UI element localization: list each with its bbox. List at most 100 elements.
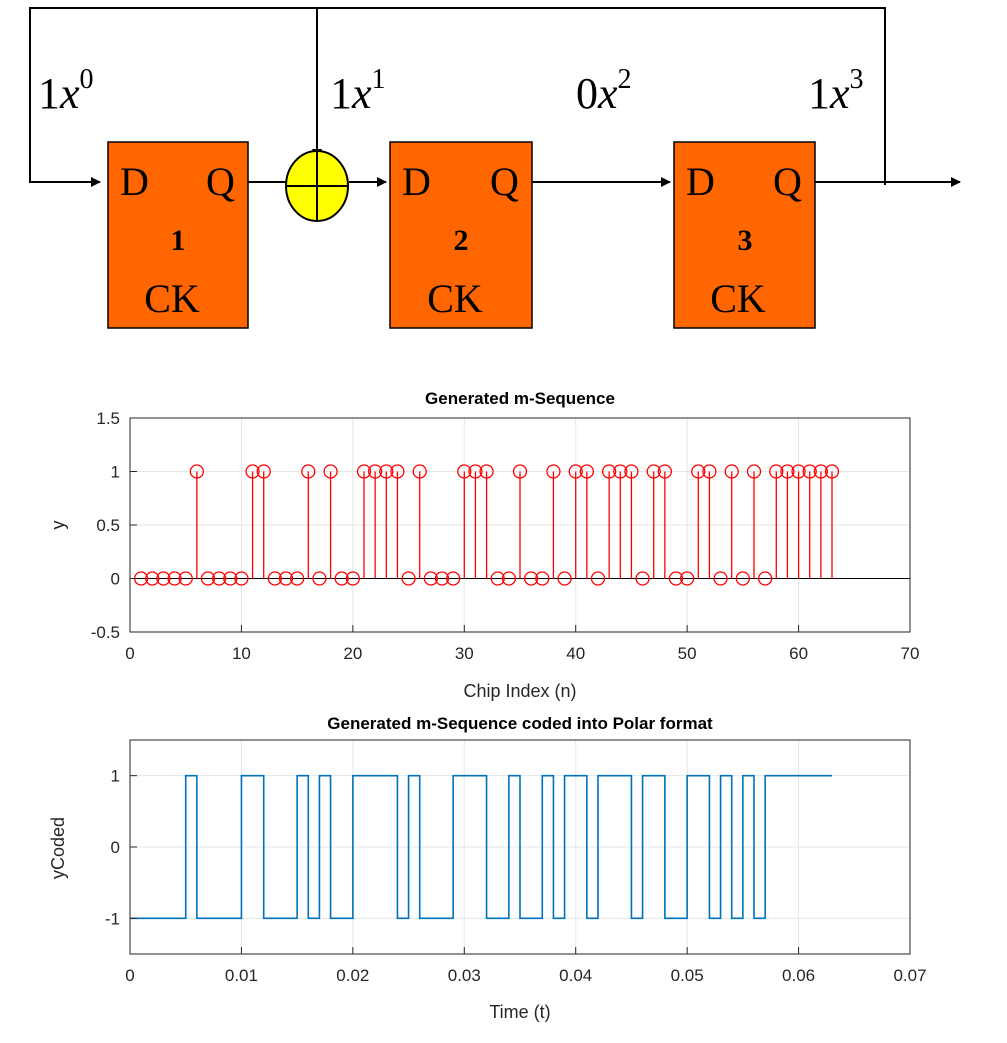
stem-marker	[367, 464, 383, 479]
y-tick-label: 0	[111, 838, 120, 857]
register-2-ck: CK	[427, 276, 483, 321]
chart1-title: Generated m-Sequence	[425, 389, 615, 408]
stem-marker	[679, 571, 695, 586]
stem-marker	[345, 571, 361, 586]
stem-marker	[267, 571, 283, 586]
stem-marker	[423, 571, 439, 586]
xor-adder	[285, 150, 349, 222]
chart1-ticks: 0 10 20 30 40 50 60 70 -0.5 0 0.5 1 1.5	[91, 409, 920, 663]
register-1-q: Q	[206, 159, 235, 204]
stem-marker	[445, 571, 461, 586]
chart2-ylabel: yCoded	[48, 817, 68, 879]
stem-marker	[590, 571, 606, 586]
stem-marker	[479, 464, 494, 479]
poly-label-x3: 1x3	[808, 64, 864, 118]
stem-marker	[724, 464, 739, 479]
register-3: D Q 3 CK	[673, 141, 816, 329]
poly-label-x0: 1x0	[38, 64, 94, 118]
stem-marker	[568, 464, 583, 479]
register-1-d: D	[120, 159, 149, 204]
y-tick-label: -1	[105, 909, 120, 928]
stem-marker	[234, 571, 249, 586]
stem-marker	[523, 571, 539, 586]
stem-marker	[334, 571, 349, 586]
x-tick-label: 30	[455, 644, 474, 663]
stem-marker	[278, 571, 294, 586]
stem-marker	[178, 571, 193, 586]
y-tick-label: 1	[111, 767, 120, 786]
chart2-xlabel: Time (t)	[489, 1002, 550, 1022]
stem-marker	[791, 464, 806, 479]
register-2-d: D	[402, 159, 431, 204]
register-3-d: D	[686, 159, 715, 204]
stem-marker	[145, 571, 160, 586]
x-tick-label: 0.03	[448, 966, 481, 985]
stem-marker	[735, 571, 751, 586]
stem-marker	[657, 464, 673, 479]
stem-marker	[490, 571, 505, 586]
stem-marker	[802, 464, 817, 479]
x-tick-label: 0	[125, 644, 134, 663]
stem-marker	[245, 464, 260, 479]
stem-marker	[289, 571, 305, 586]
poly-label-x2: 0x2	[576, 64, 632, 118]
stem-marker	[613, 464, 628, 479]
lfsr-diagram: D Q 1 CK D Q 2 CK D Q 3 CK 1x0 1x1 0x2	[29, 7, 961, 329]
stem-marker	[189, 464, 205, 479]
polar-coded-chart: Generated m-Sequence coded into Polar fo…	[48, 714, 927, 1022]
stem-marker	[824, 464, 840, 479]
stem-marker	[579, 464, 595, 479]
stem-marker	[691, 464, 706, 479]
stem-marker	[557, 571, 572, 586]
x-tick-label: 10	[232, 644, 251, 663]
register-2-q: Q	[490, 159, 519, 204]
stem-marker	[512, 464, 528, 479]
register-1-index: 1	[171, 224, 186, 257]
x-tick-label: 0.04	[559, 966, 592, 985]
x-tick-label: 0	[125, 966, 134, 985]
stem-marker	[200, 571, 216, 586]
stem-marker	[356, 464, 372, 479]
x-tick-label: 50	[678, 644, 697, 663]
stem-marker	[312, 571, 327, 586]
register-3-index: 3	[738, 224, 753, 257]
m-sequence-stem-chart: Generated m-Sequence 0 10 20 30 40 50 60 70-0.5…	[48, 389, 919, 701]
stem-marker	[546, 464, 561, 479]
stem-marker	[813, 464, 829, 479]
x-tick-label: 60	[789, 644, 808, 663]
y-tick-label: 0	[111, 570, 120, 589]
register-1-ck: CK	[144, 276, 200, 321]
stem-marker	[780, 464, 795, 479]
register-3-q: Q	[773, 159, 802, 204]
stem-marker	[646, 464, 661, 479]
x-tick-label: 0.07	[893, 966, 926, 985]
stem-marker	[535, 571, 550, 586]
stem-marker	[468, 464, 483, 479]
stem-marker	[746, 464, 762, 479]
stem-marker	[501, 571, 517, 586]
y-tick-label: 1.5	[96, 409, 120, 428]
stem-marker	[156, 571, 171, 586]
feedback-wire	[29, 7, 886, 187]
chart2-title: Generated m-Sequence coded into Polar fo…	[327, 714, 713, 733]
chart2-ticks: 0 0.01 0.02 0.03 0.04 0.05 0.06 0.07 -1 0 1	[105, 767, 927, 985]
x-tick-label: 0.05	[671, 966, 704, 985]
x-tick-label: 40	[566, 644, 585, 663]
stem-marker	[412, 464, 427, 479]
register-2: D Q 2 CK	[389, 141, 533, 329]
y-tick-label: 1	[111, 463, 120, 482]
y-tick-label: 0.5	[96, 516, 120, 535]
x-tick-label: 0.06	[782, 966, 815, 985]
stem-marker	[635, 571, 650, 586]
register-1: D Q 1 CK	[107, 141, 249, 329]
chart1-xlabel: Chip Index (n)	[463, 681, 576, 701]
stem-marker	[390, 464, 405, 479]
x-tick-label: 0.02	[336, 966, 369, 985]
stem-marker	[301, 464, 316, 479]
stem-marker	[457, 464, 472, 479]
stem-marker	[601, 464, 617, 479]
x-tick-label: 0.01	[225, 966, 258, 985]
stem-marker	[223, 571, 238, 586]
y-tick-label: -0.5	[91, 623, 120, 642]
